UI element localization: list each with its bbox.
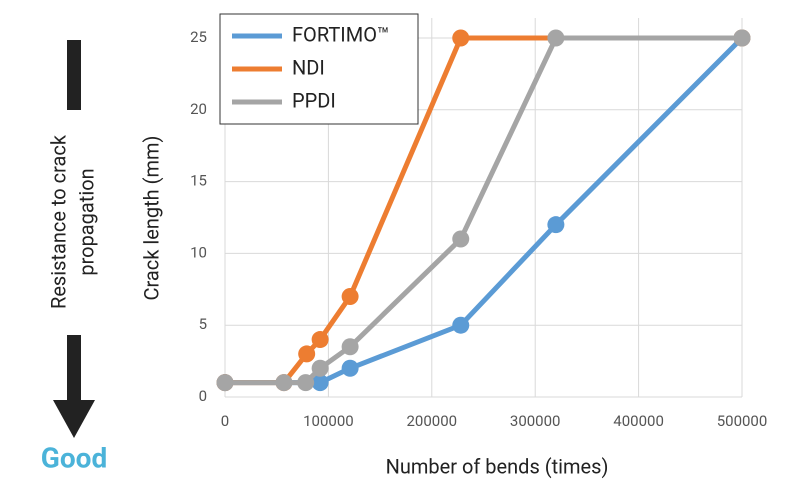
x-tick-label: 400000 bbox=[613, 412, 664, 430]
x-tick-label: 0 bbox=[221, 412, 229, 430]
data-point bbox=[216, 374, 234, 392]
x-tick-label: 100000 bbox=[303, 412, 354, 430]
data-point bbox=[311, 331, 329, 349]
data-point bbox=[547, 29, 565, 47]
data-point bbox=[452, 316, 470, 334]
legend-label: PPDI bbox=[292, 88, 336, 112]
y-tick-label: 20 bbox=[190, 100, 207, 118]
data-point bbox=[341, 287, 359, 305]
y-tick-label: 15 bbox=[190, 172, 207, 190]
annotation: Resistance to crack bbox=[46, 134, 70, 309]
annotation: propagation bbox=[74, 168, 98, 275]
data-point bbox=[452, 29, 470, 47]
annotation: Good bbox=[41, 441, 107, 474]
y-axis-title: Crack length (mm) bbox=[139, 136, 163, 301]
data-point bbox=[341, 338, 359, 356]
data-point bbox=[311, 374, 329, 392]
x-tick-label: 300000 bbox=[510, 412, 561, 430]
data-point bbox=[341, 359, 359, 377]
x-tick-label: 500000 bbox=[717, 412, 768, 430]
data-point bbox=[298, 345, 316, 363]
y-tick-label: 25 bbox=[190, 28, 207, 46]
data-point bbox=[311, 359, 329, 377]
data-point bbox=[452, 230, 470, 248]
arrow-head bbox=[53, 400, 95, 438]
x-axis-title: Number of bends (times) bbox=[386, 454, 609, 478]
data-point bbox=[297, 374, 315, 392]
y-tick-label: 0 bbox=[199, 387, 207, 405]
legend-label: FORTIMO™ bbox=[292, 22, 389, 46]
arrow-shaft-top bbox=[67, 40, 81, 110]
data-point bbox=[733, 29, 751, 47]
y-tick-label: 10 bbox=[190, 243, 207, 261]
x-tick-label: 200000 bbox=[407, 412, 458, 430]
y-tick-label: 5 bbox=[199, 315, 207, 333]
data-point bbox=[547, 216, 565, 234]
data-point bbox=[275, 374, 293, 392]
arrow-shaft-bottom bbox=[67, 335, 81, 400]
legend-label: NDI bbox=[292, 55, 325, 79]
